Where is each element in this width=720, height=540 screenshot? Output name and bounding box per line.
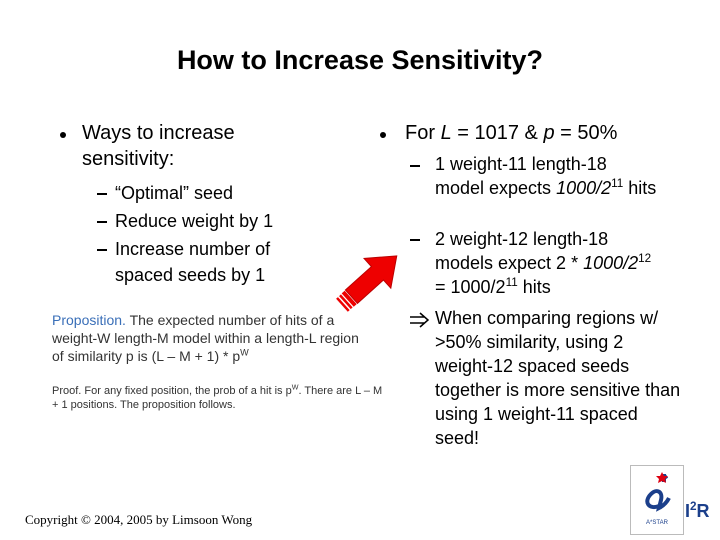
text: 2 weight-12 length-18 models expect 2 * [435, 229, 609, 273]
logo-name: I2R [685, 501, 710, 522]
dash [410, 239, 420, 241]
dash [97, 221, 107, 223]
logo: A*STAR I2R [630, 465, 710, 535]
logo-text: A*STAR [646, 520, 668, 526]
text: For [405, 122, 441, 144]
title: How to Increase Sensitivity? [176, 45, 544, 75]
proof: Proof. For any fixed position, the prob … [52, 384, 390, 412]
formula: 1000/2 [556, 178, 612, 198]
superscript: 11 [611, 177, 624, 190]
right-bullet: For L = 1017 & p = 50% [405, 120, 617, 146]
red-arrow [335, 255, 398, 313]
formula: 1000/2 [583, 253, 639, 273]
superscript: 12 [638, 252, 652, 265]
bullet [380, 132, 386, 138]
logo-mark: A*STAR [630, 465, 684, 535]
bullet [60, 132, 66, 138]
superscript: 2 [690, 500, 697, 513]
proposition-label: Proposition. [52, 312, 126, 328]
variable: p [543, 122, 555, 144]
proposition-text: The expected number of hits of a weight-… [52, 312, 359, 364]
dash [410, 165, 420, 167]
conclusion: When comparing regions w/ >50% similarit… [435, 308, 681, 448]
logo-glyph [645, 472, 671, 512]
right-item: 1 weight-11 length-18 model expects 1000… [435, 152, 660, 200]
left-item: Increase number of spaced seeds by 1 [115, 239, 271, 285]
superscript: W [240, 347, 249, 358]
text: hits [517, 277, 551, 297]
footer: Copyright © 2004, 2005 by Limsoon Wong [25, 512, 253, 527]
right-item: 2 weight-12 length-18 models expect 2 * … [435, 227, 660, 299]
left-item: “Optimal” seed [115, 183, 234, 203]
dash [97, 249, 107, 251]
text: I [685, 501, 691, 521]
variable: L [440, 122, 452, 144]
left-bullet: Ways to increase sensitivity: [82, 122, 235, 170]
superscript: 11 [505, 276, 518, 289]
text: 1 weight-11 length-18 model expects [435, 154, 607, 198]
superscript: W [291, 383, 299, 392]
text: = 1000/2 [435, 277, 506, 297]
text: = 50% [554, 122, 618, 144]
proof-text: Proof. For any fixed position, the prob … [52, 385, 292, 397]
dash [97, 193, 107, 195]
implies-arrow [410, 312, 430, 328]
proof-text: . There are L – M + 1 positions. The pro… [52, 385, 383, 411]
text: R [696, 501, 710, 521]
left-item: Reduce weight by 1 [115, 211, 274, 231]
proposition: Proposition. The expected number of hits… [52, 311, 374, 365]
text: hits [623, 178, 657, 198]
text: = 1017 & [451, 122, 544, 144]
